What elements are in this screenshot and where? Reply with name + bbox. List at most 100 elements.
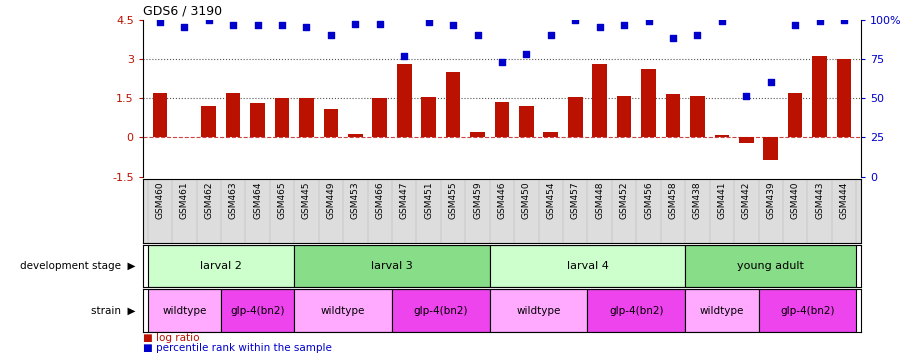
Text: GSM454: GSM454	[546, 182, 555, 219]
Text: GSM439: GSM439	[766, 182, 775, 219]
Point	[348, 21, 363, 26]
Text: GSM447: GSM447	[400, 182, 409, 219]
Point	[641, 18, 656, 24]
Point	[715, 18, 729, 24]
Text: GSM456: GSM456	[644, 182, 653, 219]
Bar	[367, 178, 392, 243]
Text: GSM466: GSM466	[375, 182, 384, 219]
Text: GSM465: GSM465	[277, 182, 286, 219]
Text: GDS6 / 3190: GDS6 / 3190	[143, 4, 222, 17]
Bar	[416, 178, 441, 243]
Bar	[836, 59, 851, 137]
Bar	[617, 96, 632, 137]
Point	[764, 80, 778, 85]
Text: glp-4(bn2): glp-4(bn2)	[230, 306, 285, 316]
Text: GSM440: GSM440	[790, 182, 799, 219]
Text: GSM443: GSM443	[815, 182, 824, 219]
Point	[617, 22, 632, 28]
Bar	[710, 178, 734, 243]
Y-axis label: development stage  ▶: development stage ▶	[20, 261, 135, 271]
Text: glp-4(bn2): glp-4(bn2)	[780, 306, 834, 316]
Bar	[421, 97, 436, 137]
Text: glp-4(bn2): glp-4(bn2)	[414, 306, 468, 316]
Point	[568, 17, 583, 22]
Bar	[245, 178, 270, 243]
Text: GSM460: GSM460	[156, 182, 164, 219]
Bar	[592, 64, 607, 137]
Bar	[465, 178, 490, 243]
Bar	[539, 178, 563, 243]
Text: GSM461: GSM461	[180, 182, 189, 219]
Text: GSM448: GSM448	[595, 182, 604, 219]
Bar	[832, 178, 857, 243]
Text: GSM441: GSM441	[717, 182, 727, 219]
Bar	[471, 132, 484, 137]
Bar	[323, 109, 338, 137]
Text: GSM457: GSM457	[571, 182, 579, 219]
Bar	[153, 93, 168, 137]
Bar	[147, 245, 294, 287]
Text: GSM458: GSM458	[669, 182, 678, 219]
Point	[739, 93, 753, 99]
Bar	[563, 178, 588, 243]
Text: GSM455: GSM455	[449, 182, 458, 219]
Point	[177, 25, 192, 30]
Text: GSM444: GSM444	[840, 182, 848, 219]
Bar	[636, 178, 660, 243]
Point	[397, 54, 412, 59]
Point	[299, 25, 314, 30]
Point	[690, 32, 705, 38]
Bar	[787, 93, 802, 137]
Point	[202, 17, 216, 22]
Bar	[543, 132, 558, 137]
Bar	[392, 178, 416, 243]
Bar	[588, 178, 612, 243]
Text: GSM449: GSM449	[326, 182, 335, 219]
Text: larval 2: larval 2	[200, 261, 242, 271]
Point	[226, 22, 240, 28]
Bar	[495, 102, 509, 137]
Bar	[294, 245, 490, 287]
Text: GSM450: GSM450	[522, 182, 530, 219]
Bar	[568, 97, 583, 137]
Point	[787, 22, 802, 28]
Bar	[641, 69, 656, 137]
Bar	[764, 137, 778, 160]
Text: young adult: young adult	[738, 261, 804, 271]
Bar	[490, 178, 514, 243]
Point	[495, 59, 509, 64]
Point	[812, 18, 827, 24]
Text: larval 3: larval 3	[371, 261, 413, 271]
Text: GSM463: GSM463	[228, 182, 238, 219]
Text: wildtype: wildtype	[321, 306, 366, 316]
Point	[251, 22, 265, 28]
Bar	[221, 289, 294, 332]
Point	[323, 32, 338, 38]
Bar	[759, 178, 783, 243]
Bar	[514, 178, 539, 243]
Bar	[666, 94, 681, 137]
Bar	[490, 289, 588, 332]
Bar	[490, 245, 685, 287]
Bar	[147, 178, 172, 243]
Bar	[372, 98, 387, 137]
Point	[666, 35, 681, 41]
Bar	[274, 98, 289, 137]
Point	[519, 51, 534, 56]
Bar	[221, 178, 245, 243]
Bar	[690, 96, 705, 137]
Bar	[715, 135, 729, 137]
Text: GSM438: GSM438	[693, 182, 702, 219]
Text: GSM451: GSM451	[425, 182, 433, 219]
Point	[592, 25, 607, 30]
Bar	[147, 289, 221, 332]
Bar	[202, 106, 216, 137]
Bar	[446, 72, 460, 137]
Point	[372, 21, 387, 26]
Bar	[685, 178, 710, 243]
Bar	[739, 137, 753, 143]
Y-axis label: strain  ▶: strain ▶	[91, 306, 135, 316]
Text: GSM446: GSM446	[497, 182, 507, 219]
Bar	[299, 98, 314, 137]
Text: GSM452: GSM452	[620, 182, 629, 219]
